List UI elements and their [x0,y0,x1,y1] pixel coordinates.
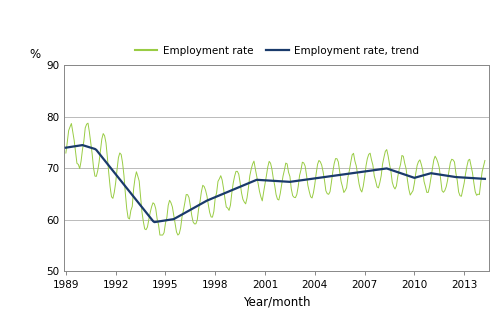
X-axis label: Year/month: Year/month [243,296,310,308]
Y-axis label: %: % [29,48,40,61]
Legend: Employment rate, Employment rate, trend: Employment rate, Employment rate, trend [130,42,423,60]
